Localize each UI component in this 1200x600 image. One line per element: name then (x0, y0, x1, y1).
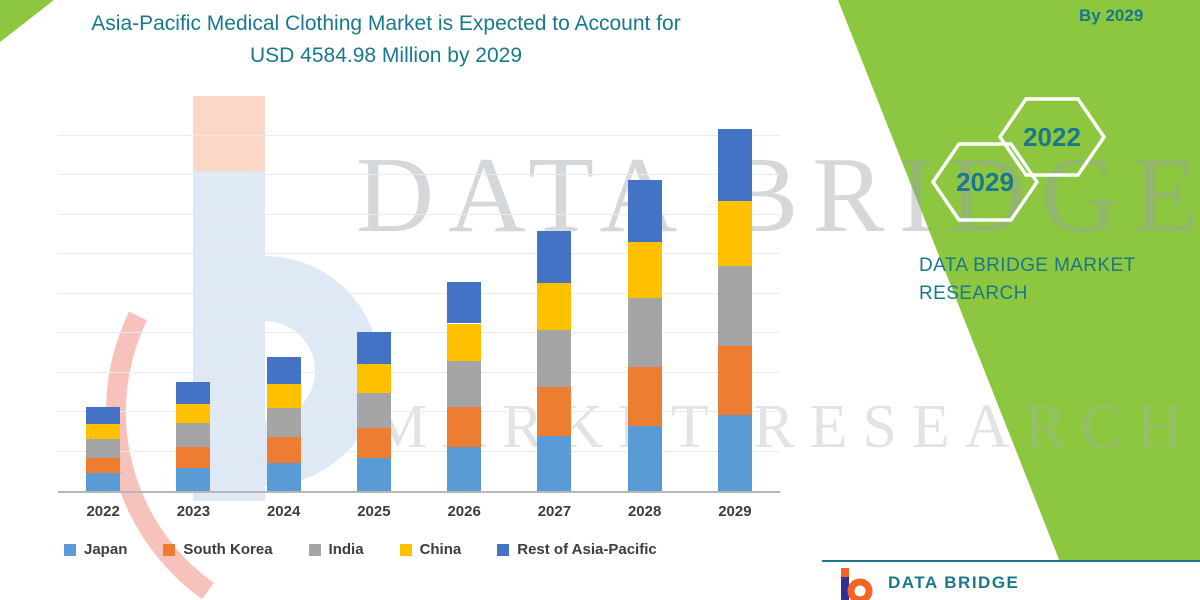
watermark-text-line1: DATA BRIDGE (356, 136, 1200, 255)
bar-segment-rest-of-asia-pacific-2029 (717, 128, 752, 202)
gridline (58, 450, 780, 452)
x-axis-label-2023: 2023 (176, 503, 211, 520)
chart-title-line2: USD 4584.98 Million by 2029 (250, 44, 522, 67)
bar-segment-rest-of-asia-pacific-2028 (627, 179, 662, 243)
legend-label-china: China (419, 541, 462, 558)
bar-segment-india-2024 (266, 407, 301, 438)
bar-segment-china-2024 (266, 383, 301, 408)
bar-segment-south-korea-2027 (537, 387, 572, 437)
legend-item-south-korea: South Korea (163, 541, 273, 558)
gridline (58, 411, 780, 413)
legend-swatch-japan (64, 543, 76, 556)
hexagon-year-2022: 2022 (1023, 122, 1081, 152)
bar-segment-china-2022 (86, 424, 121, 440)
bar-segment-india-2029 (717, 266, 752, 347)
bar-segment-japan-2024 (266, 462, 301, 491)
bar-segment-japan-2025 (356, 457, 391, 491)
legend-item-japan: Japan (64, 541, 127, 558)
bar-segment-india-2028 (627, 298, 662, 367)
bar-segment-japan-2029 (717, 414, 752, 491)
gridline (58, 292, 780, 294)
legend-swatch-china (399, 543, 412, 556)
legend-label-japan: Japan (84, 541, 128, 558)
side-brand-line2: RESEARCH (919, 283, 1028, 304)
side-brand-text: DATA BRIDGE MARKET RESEARCH (919, 252, 1136, 308)
bar-segment-rest-of-asia-pacific-2026 (447, 281, 482, 324)
legend-swatch-rest-of-asia-pacific (497, 543, 510, 556)
watermark-text-line2: MARKET RESEARCH (372, 393, 1197, 461)
bar-segment-rest-of-asia-pacific-2027 (537, 231, 572, 284)
logo-red-arc (105, 311, 214, 600)
footer-brand-text: DATA BRIDGE (888, 573, 1020, 592)
bar-segment-rest-of-asia-pacific-2022 (86, 407, 121, 425)
side-brand-line1: DATA BRIDGE MARKET (919, 255, 1136, 276)
top-right-label: By 2029 (1079, 6, 1144, 25)
bar-segment-china-2023 (176, 403, 211, 424)
bar-segment-china-2028 (627, 242, 662, 299)
bar-segment-india-2022 (86, 439, 121, 458)
x-axis-label-2024: 2024 (266, 503, 301, 520)
legend-item-china: China (399, 541, 462, 558)
bar-segment-south-korea-2022 (86, 457, 121, 474)
bar-segment-rest-of-asia-pacific-2025 (356, 332, 391, 365)
x-axis-label-2026: 2026 (447, 503, 481, 520)
legend-label-india: India (328, 541, 364, 558)
logo-orange-square (193, 96, 265, 171)
bar-segment-japan-2028 (627, 425, 662, 491)
logo-orange-square (841, 568, 849, 577)
x-axis-label-2025: 2025 (357, 503, 391, 520)
bar-segment-japan-2026 (447, 447, 482, 491)
logo-stem (841, 568, 849, 600)
x-axis-label-2027: 2027 (537, 503, 572, 520)
bar-segment-china-2029 (717, 201, 752, 267)
bar-segment-china-2026 (447, 323, 482, 362)
bar-segment-japan-2023 (176, 468, 211, 491)
chart-legend: Japan South Korea India China Rest of Asia-P… (64, 541, 657, 558)
bar-segment-india-2027 (537, 329, 572, 388)
gridline (58, 371, 780, 373)
bar-segment-south-korea-2026 (447, 407, 482, 448)
hexagon-year-2029: 2029 (956, 167, 1014, 197)
data-bridge-logo (841, 568, 873, 600)
legend-label-south-korea: South Korea (183, 541, 273, 558)
gridline (58, 332, 780, 334)
bar-segment-south-korea-2029 (717, 346, 752, 415)
x-axis-label-2028: 2028 (627, 503, 662, 520)
bar-segment-india-2023 (176, 423, 211, 448)
x-axis-label-2029: 2029 (718, 503, 752, 520)
bar-segment-south-korea-2028 (627, 366, 662, 426)
gridline (58, 213, 780, 215)
bar-segment-india-2026 (447, 361, 482, 408)
gridline (58, 134, 780, 136)
chart-title: Asia-Pacific Medical Clothing Market is … (36, 8, 736, 72)
legend-swatch-south-korea (163, 543, 176, 556)
legend-label-rest-of-asia-pacific: Rest of Asia-Pacific (517, 541, 657, 558)
bar-segment-japan-2022 (86, 473, 121, 491)
logo-bowl (847, 578, 873, 600)
gridline (58, 253, 780, 255)
legend-item-rest-of-asia-pacific: Rest of Asia-Pacific (497, 541, 657, 558)
bar-segment-rest-of-asia-pacific-2023 (176, 382, 211, 404)
hexagon-2029-outline (930, 142, 1040, 222)
bar-segment-south-korea-2024 (266, 437, 301, 463)
bar-segment-japan-2027 (537, 436, 572, 491)
x-axis-label-2022: 2022 (86, 503, 120, 520)
legend-item-india: India (308, 541, 364, 558)
chart-title-line1: Asia-Pacific Medical Clothing Market is … (91, 12, 681, 35)
bar-segment-south-korea-2023 (176, 447, 211, 469)
bar-segment-china-2027 (537, 283, 572, 330)
hexagon-2022-outline (997, 97, 1107, 177)
stacked-bar-chart: 2022 2023 2024 2025 2026 2027 2028 2029 (58, 106, 780, 520)
hexagon-badges: 2029 2022 (930, 97, 1107, 222)
footer-divider (822, 560, 1200, 562)
bar-segment-india-2025 (356, 392, 391, 428)
bar-segment-south-korea-2025 (356, 427, 391, 458)
bar-segment-rest-of-asia-pacific-2024 (266, 356, 301, 384)
gridline (58, 174, 780, 176)
legend-swatch-india (308, 543, 321, 556)
bar-segment-china-2025 (356, 364, 391, 393)
